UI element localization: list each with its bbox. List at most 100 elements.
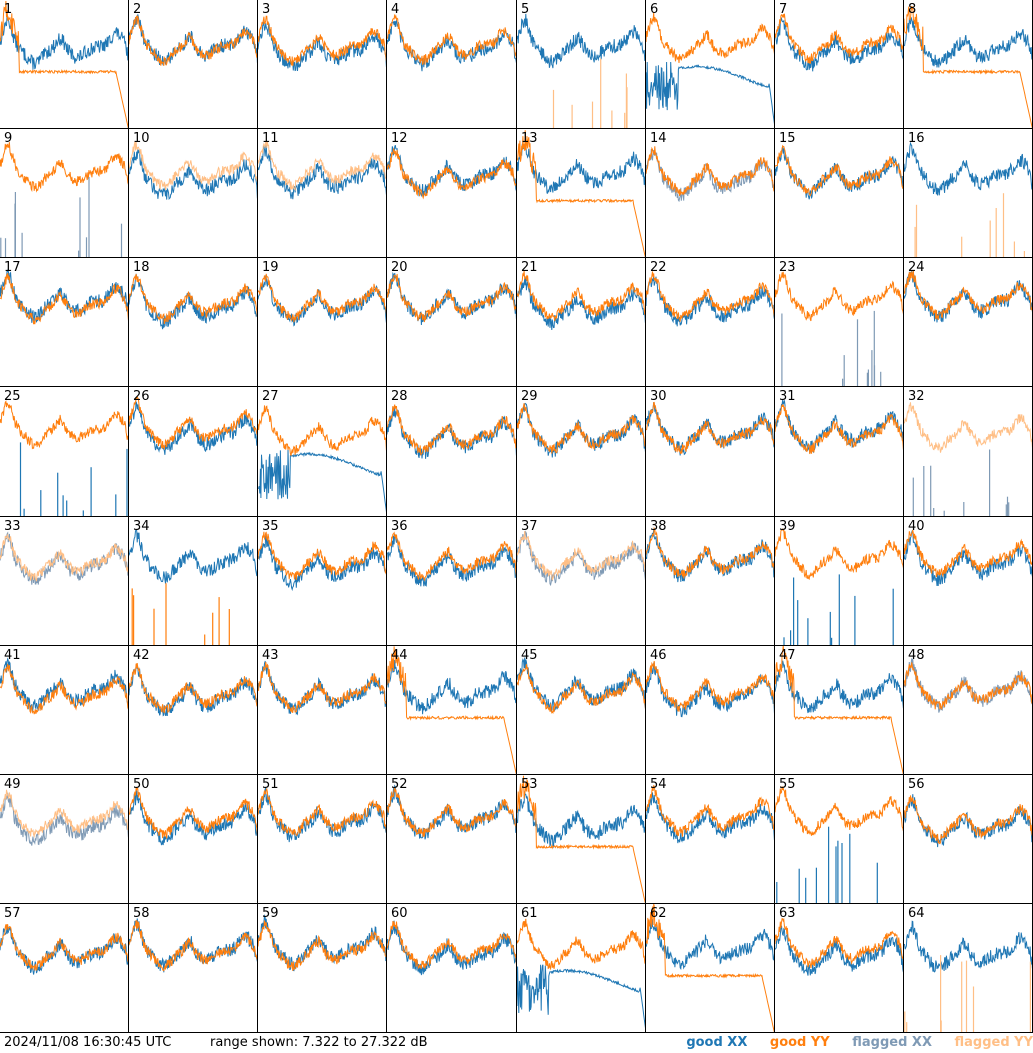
panel-42: 42: [129, 646, 258, 775]
panel-45: 45: [517, 646, 646, 775]
series-yy: [904, 662, 1032, 711]
series-xx: [387, 659, 516, 715]
panel-label: 25: [4, 389, 21, 404]
panel-plot: [517, 402, 645, 458]
series-yy: [129, 273, 257, 324]
panel-label: 48: [908, 648, 925, 663]
panel-plot: [904, 402, 1032, 516]
series-yy: [775, 528, 903, 580]
panel-plot: [646, 784, 774, 844]
panel-61: 61: [517, 904, 646, 1033]
panel-17: 17: [0, 258, 129, 387]
panel-12: 12: [387, 129, 517, 258]
series-yy: [129, 14, 257, 66]
series-yy: [517, 775, 645, 903]
panel-plot: [0, 531, 128, 585]
series-yy: [387, 273, 516, 323]
panel-7: 7: [775, 0, 904, 129]
series-xx-spikes: [19, 442, 128, 516]
panel-33: 33: [0, 517, 129, 646]
series-xx: [129, 401, 257, 455]
timestamp: 2024/11/08 16:30:45 UTC: [4, 1035, 172, 1050]
panel-2: 2: [129, 0, 258, 129]
panel-5: 5: [517, 0, 646, 129]
series-xx: [387, 533, 516, 587]
panel-label: 11: [262, 131, 279, 146]
panel-28: 28: [387, 387, 517, 517]
series-yy: [129, 920, 257, 972]
series-xx-spikes: [783, 574, 894, 645]
panel-plot: [517, 918, 645, 1029]
series-yy: [0, 400, 128, 450]
panel-label: 53: [521, 777, 538, 792]
series-xx: [775, 660, 903, 714]
panel-label: 7: [779, 2, 788, 17]
panel-plot: [0, 268, 128, 325]
panel-label: 43: [262, 648, 279, 663]
panel-24: 24: [904, 258, 1033, 387]
series-yy: [129, 141, 257, 191]
panel-label: 47: [779, 648, 796, 663]
panel-plot: [129, 786, 257, 846]
series-yy: [258, 531, 386, 580]
panel-40: 40: [904, 517, 1033, 646]
panel-label: 13: [521, 131, 538, 146]
panel-3: 3: [258, 0, 387, 129]
series-xx: [904, 17, 1032, 68]
series-xx: [904, 141, 1032, 196]
series-xx-spikes: [776, 826, 878, 903]
panel-1: 1: [0, 0, 129, 129]
panel-label: 60: [391, 906, 408, 921]
panel-plot: [258, 660, 386, 716]
panel-plot: [904, 794, 1032, 848]
series-yy: [904, 270, 1032, 320]
series-yy: [0, 663, 128, 715]
panel-plot: [129, 395, 257, 455]
panel-label: 64: [908, 906, 925, 921]
panel-49: 49: [0, 775, 129, 904]
panel-plot: [387, 920, 516, 976]
series-xx: [129, 273, 257, 330]
series-yy: [258, 787, 386, 837]
series-yy: [258, 15, 386, 67]
panel-36: 36: [387, 517, 517, 646]
panel-6: 6: [646, 0, 775, 129]
series-xx: [129, 149, 257, 201]
panel-22: 22: [646, 258, 775, 387]
panel-label: 10: [133, 131, 150, 146]
panel-plot: [646, 526, 774, 583]
panel-44: 44: [387, 646, 517, 775]
panel-plot: [775, 13, 903, 72]
series-yy: [517, 403, 645, 454]
panel-label: 27: [262, 389, 279, 404]
panel-plot: [387, 14, 516, 72]
panel-plot: [904, 270, 1032, 323]
series-xx: [646, 791, 774, 844]
series-yy-spikes: [914, 193, 1026, 257]
panel-plot: [258, 786, 386, 843]
series-yy: [258, 273, 386, 323]
series-yy: [0, 789, 128, 839]
panel-35: 35: [258, 517, 387, 646]
series-yy: [387, 787, 516, 838]
series-xx: [904, 270, 1032, 323]
panel-label: 59: [262, 906, 279, 921]
panel-14: 14: [646, 129, 775, 258]
series-xx: [517, 141, 645, 194]
panel-plot: [258, 531, 386, 592]
series-yy: [646, 12, 774, 64]
panel-plot: [387, 144, 516, 200]
series-yy: [646, 784, 774, 837]
series-yy: [646, 526, 774, 579]
panel-label: 61: [521, 906, 538, 921]
panel-54: 54: [646, 775, 775, 904]
series-yy: [646, 904, 774, 1032]
panel-label: 55: [779, 777, 796, 792]
panel-label: 16: [908, 131, 925, 146]
panel-label: 22: [650, 260, 667, 275]
panel-plot: [129, 918, 257, 973]
panel-15: 15: [775, 129, 904, 258]
panel-label: 1: [4, 2, 13, 17]
panel-label: 28: [391, 389, 408, 404]
series-yy: [775, 271, 903, 322]
